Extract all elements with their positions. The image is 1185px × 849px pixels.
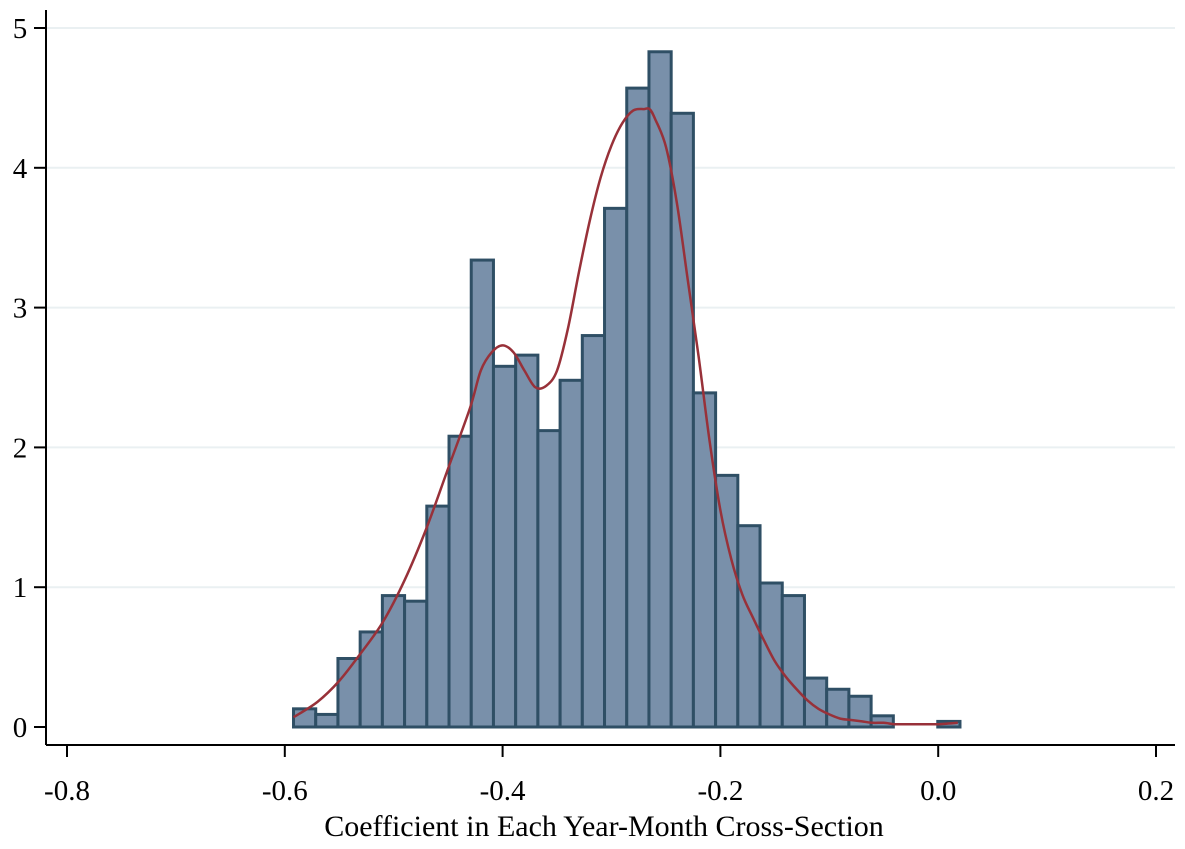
histogram-bar <box>425 504 451 729</box>
y-tick-label: 4 <box>13 153 28 185</box>
histogram-bar <box>669 111 695 729</box>
histogram-bar <box>403 599 429 729</box>
histogram-bar <box>802 676 829 729</box>
x-tick-label: -0.8 <box>44 775 90 807</box>
y-tick-label: 2 <box>13 432 28 464</box>
y-tick-label: 1 <box>13 572 28 604</box>
x-axis-title: Coefficient in Each Year-Month Cross-Sec… <box>324 810 884 843</box>
tick-marks <box>34 27 1157 757</box>
x-tick-label: -0.6 <box>262 775 308 807</box>
histogram-bar <box>447 434 473 729</box>
histogram-bar <box>780 594 806 729</box>
y-tick-label: 5 <box>13 13 28 45</box>
histogram-bar <box>358 630 384 729</box>
histogram-bar <box>603 206 629 729</box>
tick-labels: 0 1 2 3 4 5 -0.8 -0.6 -0.4 -0.2 0.0 0.2 <box>13 13 1174 807</box>
histogram-bar <box>536 429 562 729</box>
histogram-bar <box>469 258 495 729</box>
x-tick-label: 0.2 <box>1138 775 1174 807</box>
histogram-bar <box>580 334 607 729</box>
histogram-bar <box>714 473 740 729</box>
y-tick-label: 0 <box>13 712 28 744</box>
histogram-bar <box>625 86 651 729</box>
x-tick-label: -0.4 <box>480 775 526 807</box>
histogram-bar <box>558 378 584 729</box>
histogram-bar <box>491 364 518 729</box>
histogram-bar <box>514 353 540 729</box>
histogram-bar <box>691 391 718 729</box>
x-tick-label: -0.2 <box>697 775 743 807</box>
axes <box>45 10 1175 746</box>
y-tick-label: 3 <box>13 293 28 325</box>
histogram-bar <box>825 687 851 729</box>
histogram-bars <box>292 50 962 729</box>
histogram-bar <box>314 712 340 729</box>
x-tick-label: 0.0 <box>920 775 956 807</box>
kernel-density-curve <box>292 107 958 726</box>
histogram-bar <box>869 714 895 729</box>
density-curve-layer <box>292 107 958 726</box>
